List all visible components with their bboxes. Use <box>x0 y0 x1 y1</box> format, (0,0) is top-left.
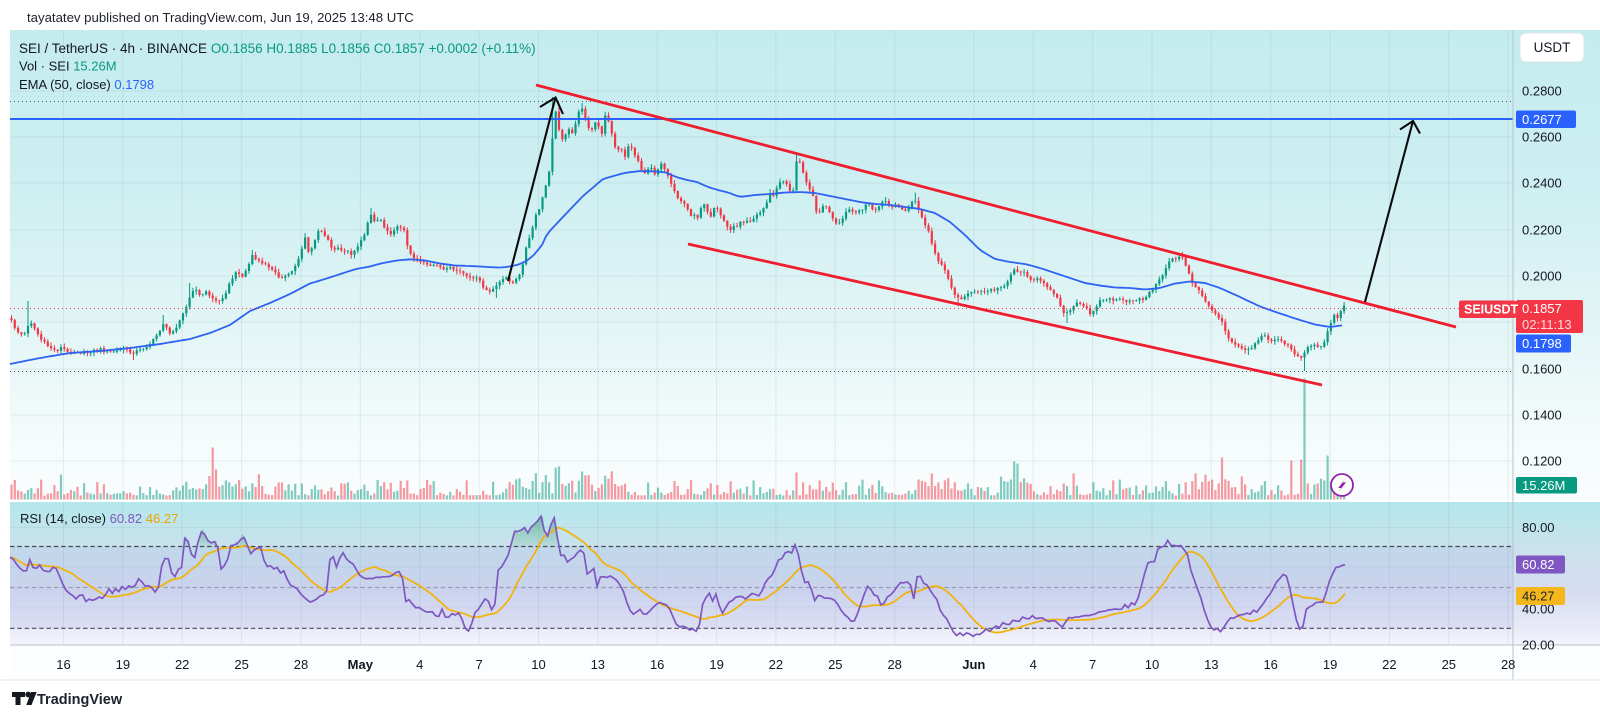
svg-text:60.82: 60.82 <box>1522 557 1555 572</box>
svg-text:25: 25 <box>1442 657 1456 672</box>
svg-text:SEIUSDT: SEIUSDT <box>1464 303 1519 317</box>
svg-text:16: 16 <box>650 657 664 672</box>
svg-text:15.26M: 15.26M <box>1522 478 1565 493</box>
svg-text:0.2677: 0.2677 <box>1522 112 1562 127</box>
svg-text:USDT: USDT <box>1534 40 1571 55</box>
svg-text:0.1798: 0.1798 <box>1522 336 1562 351</box>
svg-text:28: 28 <box>887 657 901 672</box>
svg-text:Vol · SEI 15.26M: Vol · SEI 15.26M <box>19 59 117 74</box>
svg-text:80.00: 80.00 <box>1522 520 1555 535</box>
svg-text:22: 22 <box>175 657 189 672</box>
svg-text:10: 10 <box>1145 657 1159 672</box>
svg-text:4: 4 <box>1030 657 1037 672</box>
svg-text:22: 22 <box>769 657 783 672</box>
svg-text:25: 25 <box>234 657 248 672</box>
svg-text:RSI (14, close) 60.82 46.27: RSI (14, close) 60.82 46.27 <box>20 511 178 526</box>
svg-text:46.27: 46.27 <box>1522 589 1555 604</box>
svg-text:May: May <box>348 657 374 672</box>
svg-text:0.1857: 0.1857 <box>1522 301 1562 316</box>
svg-text:0.1600: 0.1600 <box>1522 362 1562 377</box>
svg-text:7: 7 <box>475 657 482 672</box>
svg-text:28: 28 <box>294 657 308 672</box>
svg-text:0.1200: 0.1200 <box>1522 454 1562 469</box>
svg-text:tayatatev published on Trading: tayatatev published on TradingView.com, … <box>27 10 414 25</box>
svg-text:0.2400: 0.2400 <box>1522 176 1562 191</box>
svg-text:0.2000: 0.2000 <box>1522 269 1562 284</box>
svg-text:4: 4 <box>416 657 423 672</box>
svg-text:0.1400: 0.1400 <box>1522 408 1562 423</box>
svg-text:10: 10 <box>531 657 545 672</box>
svg-text:13: 13 <box>1204 657 1218 672</box>
svg-text:28: 28 <box>1501 657 1515 672</box>
svg-text:16: 16 <box>1263 657 1277 672</box>
svg-text:19: 19 <box>116 657 130 672</box>
svg-text:0.2200: 0.2200 <box>1522 223 1562 238</box>
svg-text:19: 19 <box>709 657 723 672</box>
svg-text:22: 22 <box>1382 657 1396 672</box>
svg-text:40.00: 40.00 <box>1522 602 1555 617</box>
svg-text:EMA (50, close) 0.1798: EMA (50, close) 0.1798 <box>19 77 154 92</box>
svg-text:7: 7 <box>1089 657 1096 672</box>
svg-text:SEI / TetherUS · 4h · BINANCE: SEI / TetherUS · 4h · BINANCE O0.1856 H0… <box>19 41 536 56</box>
svg-text:Jun: Jun <box>962 657 985 672</box>
svg-text:TradingView: TradingView <box>37 692 123 708</box>
svg-text:25: 25 <box>828 657 842 672</box>
svg-text:0.2600: 0.2600 <box>1522 130 1562 145</box>
svg-text:02:11:13: 02:11:13 <box>1522 317 1572 332</box>
svg-text:19: 19 <box>1323 657 1337 672</box>
svg-text:0.2800: 0.2800 <box>1522 84 1562 99</box>
svg-text:16: 16 <box>56 657 70 672</box>
svg-text:13: 13 <box>591 657 605 672</box>
svg-text:20.00: 20.00 <box>1522 638 1555 653</box>
